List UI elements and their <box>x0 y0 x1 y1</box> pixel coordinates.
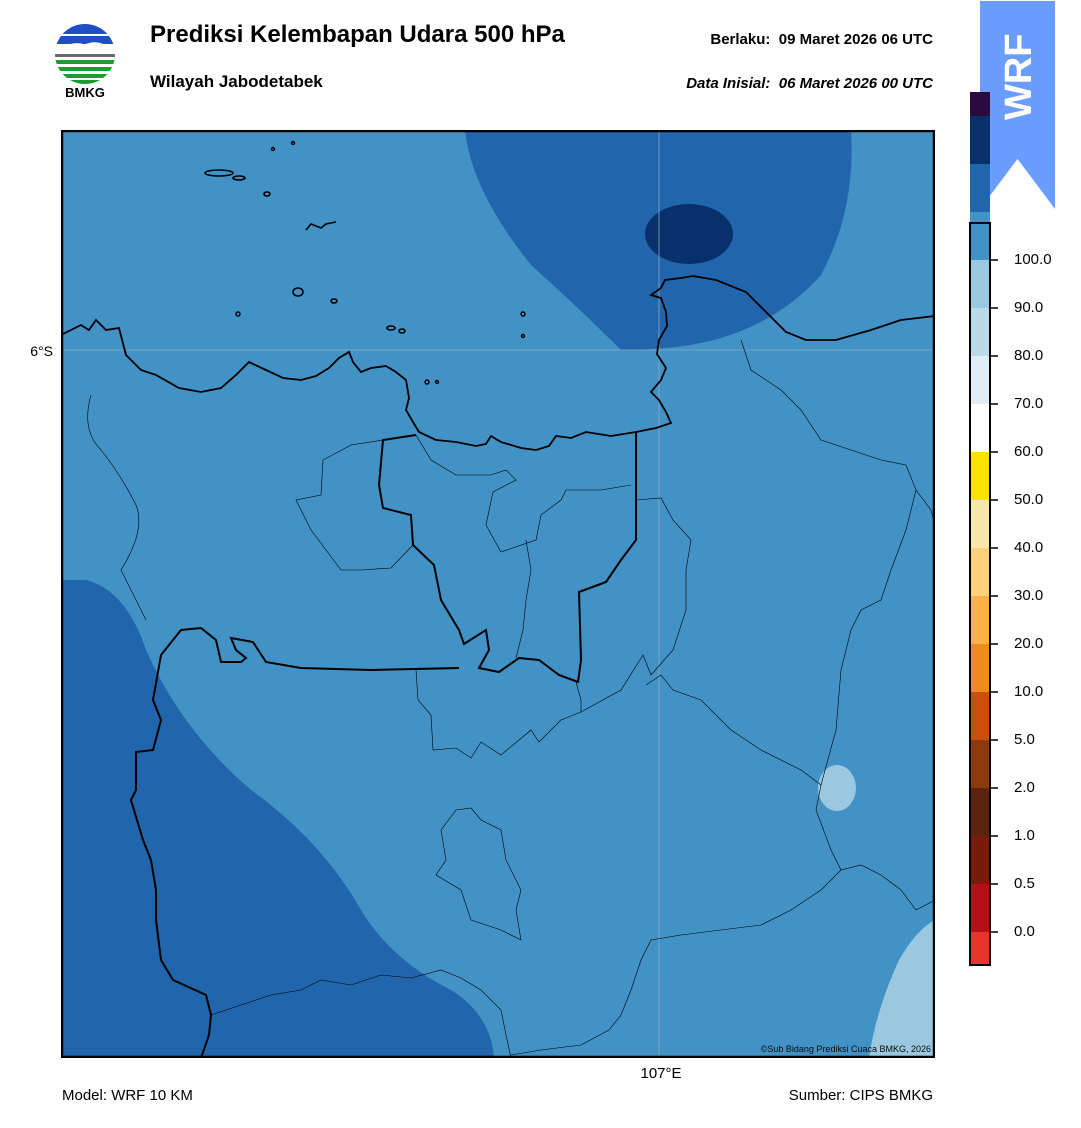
island <box>520 333 526 339</box>
colorbar-tick-label: 20.0 <box>1014 635 1044 652</box>
island <box>330 298 338 304</box>
colorbar <box>969 92 998 966</box>
init-label: Data Inisial: <box>686 75 771 92</box>
colorbar-tick-label: 1.0 <box>1014 827 1035 844</box>
colorbar-segment <box>970 260 990 308</box>
district-boundary <box>295 439 414 571</box>
island <box>424 379 430 385</box>
island <box>398 328 406 334</box>
island <box>204 169 234 177</box>
valid-time: Berlaku: 09 Maret 2026 06 UTC <box>710 31 933 48</box>
colorbar-segment <box>970 164 990 212</box>
colorbar-tick-label: 90.0 <box>1014 299 1044 316</box>
district-boundary <box>415 434 632 553</box>
model-info: Model: WRF 10 KM <box>62 1087 193 1104</box>
island <box>235 311 241 317</box>
humidity-60-70-patch <box>818 765 856 811</box>
map-title: Prediksi Kelembapan Udara 500 hPa <box>150 21 565 48</box>
colorbar-tick-label: 10.0 <box>1014 683 1044 700</box>
colorbar-segment <box>970 644 990 692</box>
island <box>305 221 337 231</box>
longitude-tick-label: 107°E <box>640 1065 682 1082</box>
colorbar-segment <box>970 356 990 404</box>
island <box>270 146 276 152</box>
district-boundary <box>415 669 582 759</box>
colorbar-tick-label: 40.0 <box>1014 539 1044 556</box>
wrf-badge-text: WRF <box>998 33 1040 120</box>
district-boundary <box>435 807 522 941</box>
copyright-note: ©Sub Bidang Prediksi Cuaca BMKG, 2026 <box>760 1044 931 1054</box>
valid-value: 09 Maret 2026 06 UTC <box>778 31 933 48</box>
district-boundary <box>87 394 147 621</box>
province-boundary <box>129 626 460 1058</box>
colorbar-tick-label: 100.0 <box>1014 251 1052 268</box>
island <box>290 140 296 146</box>
colorbar-segment <box>970 212 990 260</box>
colorbar-segment <box>970 452 990 500</box>
colorbar-segment <box>970 692 990 740</box>
humidity-90-100-core <box>645 204 733 264</box>
region-subtitle: Wilayah Jabodetabek <box>150 72 323 91</box>
colorbar-tick-label: 2.0 <box>1014 779 1035 796</box>
latitude-tick-label: 6°S <box>30 343 53 359</box>
colorbar-tick-label: 80.0 <box>1014 347 1044 364</box>
district-boundary <box>645 674 822 786</box>
colorbar-segment <box>970 308 990 356</box>
humidity-60-70-area-southeast <box>869 920 935 1058</box>
source-info: Sumber: CIPS BMKG <box>788 1087 933 1104</box>
colorbar-labels: 0.0 0.5 1.0 2.0 5.0 10.0 20.0 30.0 40.0 50.0 60.0 7… <box>1014 222 1080 966</box>
island <box>520 311 526 317</box>
colorbar-segment <box>970 116 990 164</box>
colorbar-segment <box>970 788 990 836</box>
colorbar-segment <box>970 500 990 548</box>
district-boundary <box>510 869 842 1056</box>
humidity-80-90-area-southwest <box>61 580 494 1058</box>
province-boundary <box>377 432 637 684</box>
colorbar-segment <box>970 836 990 884</box>
island <box>263 191 271 197</box>
district-boundary <box>740 339 935 526</box>
colorbar-segment <box>970 740 990 788</box>
wrf-badge-label: WRF <box>998 33 1040 120</box>
logo-label: BMKG <box>65 85 105 100</box>
coastline <box>61 275 935 451</box>
bmkg-logo <box>55 24 115 84</box>
colorbar-segment <box>970 884 990 932</box>
colorbar-segment <box>970 932 990 966</box>
colorbar-tick-label: 5.0 <box>1014 731 1035 748</box>
colorbar-tick-label: 70.0 <box>1014 395 1044 412</box>
init-time: Data Inisial: 06 Maret 2026 00 UTC <box>686 75 933 92</box>
colorbar-tick-label: 30.0 <box>1014 587 1044 604</box>
colorbar-tick-label: 50.0 <box>1014 491 1044 508</box>
wrf-badge <box>980 1 1055 209</box>
district-boundary <box>815 489 935 911</box>
island <box>434 379 440 385</box>
colorbar-tick-label: 0.5 <box>1014 875 1035 892</box>
colorbar-segment <box>970 548 990 596</box>
colorbar-segment <box>970 92 990 116</box>
init-value: 06 Maret 2026 00 UTC <box>778 75 933 92</box>
colorbar-tick-label: 60.0 <box>1014 443 1044 460</box>
colorbar-segment <box>970 404 990 452</box>
district-boundary <box>210 969 512 1058</box>
colorbar-tick-label: 0.0 <box>1014 923 1035 940</box>
district-boundary <box>515 539 532 659</box>
island <box>232 175 246 181</box>
island <box>292 287 304 297</box>
humidity-map <box>61 130 935 1058</box>
valid-label: Berlaku: <box>710 31 771 48</box>
colorbar-segment <box>970 596 990 644</box>
island <box>386 325 396 331</box>
